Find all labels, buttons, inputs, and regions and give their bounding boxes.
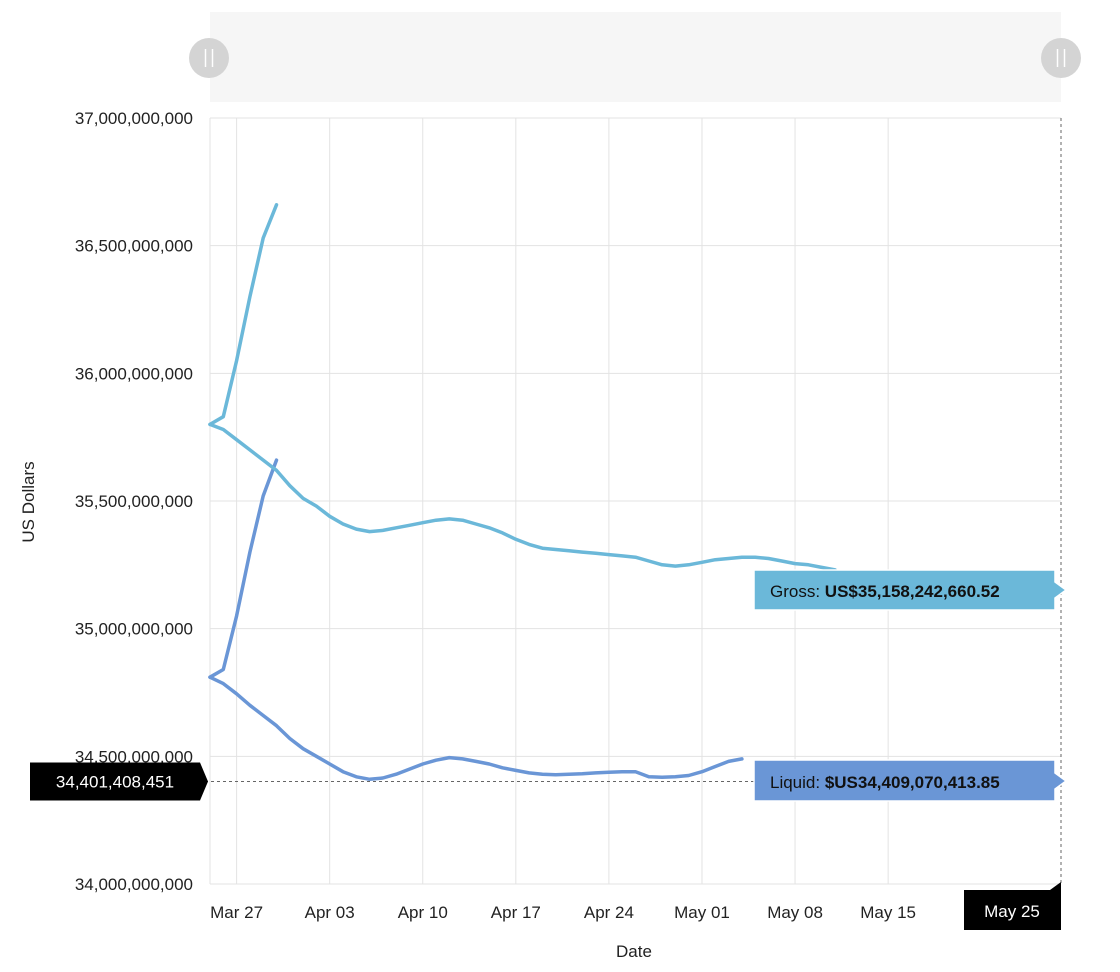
crosshair-y-badge-shape: [30, 762, 208, 801]
y-tick-label: 36,500,000,000: [75, 237, 193, 256]
y-axis-label: US Dollars: [19, 461, 38, 542]
tooltip-liquid-shape: [753, 759, 1068, 802]
crosshair-x-badge-shape: [964, 882, 1061, 930]
tooltip-gross-value: US$35,158,242,660.52: [825, 582, 1000, 601]
tooltip-gross-label: Gross:: [770, 582, 825, 601]
tooltip-gross-text: Gross: US$35,158,242,660.52: [770, 582, 1000, 601]
navigator-right-handle-circle[interactable]: [1041, 38, 1081, 78]
crosshair-y-badge: 34,401,408,451: [30, 762, 208, 801]
navigator-panel: [210, 12, 1061, 102]
tooltip-liquid-text: Liquid: $US34,409,070,413.85: [770, 773, 1000, 792]
y-tick-label: 34,500,000,000: [75, 747, 193, 766]
crosshair-x-value: May 25: [984, 902, 1040, 921]
navigator-left-handle[interactable]: [189, 38, 229, 78]
tooltip-liquid-value: $US34,409,070,413.85: [825, 773, 1000, 792]
tooltip-liquid: Liquid: $US34,409,070,413.85: [753, 759, 1068, 802]
x-tick-label: May 15: [860, 903, 916, 922]
y-tick-label: 34,000,000,000: [75, 875, 193, 894]
tooltip-gross-shape: [753, 569, 1068, 611]
x-tick-label: Mar 27: [210, 903, 263, 922]
series-line-liquid: [208, 675, 744, 782]
x-tick-label: Apr 10: [398, 903, 448, 922]
x-tick-label: May 01: [674, 903, 730, 922]
series-spike: [208, 458, 279, 679]
navigator-left-handle-circle[interactable]: [189, 38, 229, 78]
y-tick-labels: 34,000,000,000 34,500,000,000 35,000,000,0…: [75, 109, 193, 894]
x-tick-labels: Mar 27 Apr 03 Apr 10 Apr 17 Apr 24 May 01 May …: [210, 903, 916, 922]
crosshair-x-badge: May 25: [964, 882, 1061, 930]
y-tick-label: 37,000,000,000: [75, 109, 193, 128]
series-lines: [208, 203, 837, 782]
x-tick-label: Apr 17: [491, 903, 541, 922]
x-gridlines: [209, 118, 889, 884]
x-tick-label: Apr 03: [305, 903, 355, 922]
tooltip-liquid-label: Liquid:: [770, 773, 825, 792]
x-tick-label: May 08: [767, 903, 823, 922]
y-tick-label: 35,500,000,000: [75, 492, 193, 511]
tooltip-gross: Gross: US$35,158,242,660.52: [753, 569, 1068, 611]
navigator-right-handle[interactable]: [1041, 38, 1081, 78]
y-gridlines: [210, 117, 1061, 885]
y-tick-label: 36,000,000,000: [75, 364, 193, 383]
series-line-gross: [208, 422, 837, 572]
y-tick-label: 35,000,000,000: [75, 620, 193, 639]
series-spike: [208, 203, 279, 427]
x-axis-label: Date: [616, 942, 652, 961]
x-tick-label: Apr 24: [584, 903, 634, 922]
crosshair-y-value: 34,401,408,451: [56, 773, 174, 792]
